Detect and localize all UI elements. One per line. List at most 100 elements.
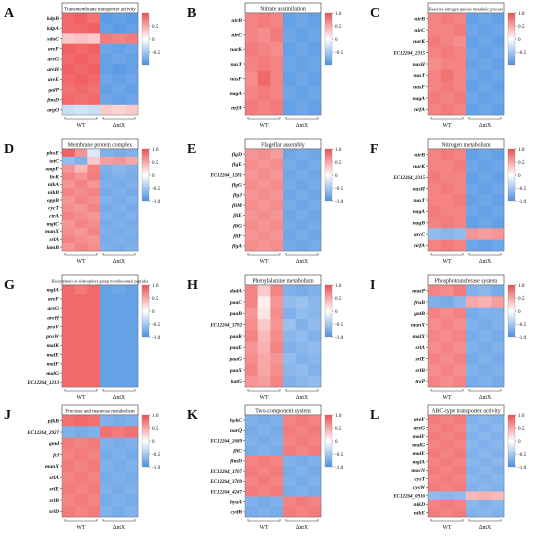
heatmap-cell <box>245 486 258 497</box>
row-label: paaC <box>229 300 242 306</box>
heatmap-cell <box>283 455 296 467</box>
row-label: hybC <box>230 418 242 424</box>
heatmap-cell <box>87 196 101 205</box>
heatmap-cell <box>257 240 271 252</box>
heatmap-cell <box>125 294 139 304</box>
row-label: manX <box>45 464 59 470</box>
colorbar <box>507 12 516 66</box>
heatmap-cell <box>74 471 88 484</box>
panel-k: K Two-component system hybC narQ EC12264_268… <box>187 404 344 531</box>
heatmap-cell <box>74 235 88 244</box>
heatmap-cell <box>428 92 441 104</box>
row-label: gmd <box>48 441 59 447</box>
heatmap-cell <box>491 194 505 206</box>
group-label: WT <box>76 259 85 265</box>
heatmap-cell <box>295 466 309 477</box>
heatmap-cell <box>440 81 454 93</box>
heatmap-cell <box>478 364 492 376</box>
panel-title: Membrane protein complex <box>68 143 132 149</box>
heatmap-cell <box>245 353 258 365</box>
heatmap-cell <box>257 159 271 170</box>
heatmap-cell <box>87 53 101 65</box>
heatmap-cell <box>440 217 454 229</box>
row-label: nirB <box>414 152 425 158</box>
heatmap-cell <box>257 445 271 457</box>
colorbar-tick-label: -0.5 <box>335 322 344 328</box>
heatmap-cell <box>100 494 113 506</box>
heatmap-cell <box>295 364 309 376</box>
heatmap-cell <box>74 494 88 506</box>
heatmap-cell <box>478 457 492 467</box>
heatmap-cell <box>440 103 454 116</box>
heatmap-cell <box>308 149 322 160</box>
heatmap-cell <box>257 56 271 72</box>
heatmap-cell <box>428 81 441 93</box>
heatmap-cell <box>428 319 441 331</box>
colorbar-tick-label: -1.0 <box>518 335 527 341</box>
heatmap-cell <box>453 92 467 104</box>
colorbar-tick-label: 0 <box>152 37 155 43</box>
heatmap-cell <box>112 377 126 388</box>
heatmap-frame <box>244 148 322 252</box>
heatmap-cell <box>257 42 271 58</box>
heatmap-cell <box>295 27 309 43</box>
heatmap-cell <box>125 437 139 450</box>
heatmap-cell <box>62 43 75 55</box>
row-label: nrfA <box>414 243 425 249</box>
heatmap-cell <box>428 375 441 388</box>
row-label: flgG <box>232 183 242 189</box>
heatmap-cell <box>112 188 126 197</box>
heatmap-cell <box>428 24 441 36</box>
panel-g: G Biosynthesis of siderophore group nonri… <box>4 274 161 401</box>
heatmap-cell <box>453 466 467 475</box>
heatmap-cell <box>87 164 101 173</box>
heatmap-cell <box>125 359 139 369</box>
heatmap-cell <box>283 307 296 320</box>
heatmap-cell <box>245 296 258 308</box>
heatmap-cell <box>257 506 271 518</box>
heatmap-cell <box>308 506 322 518</box>
heatmap-cell <box>74 74 88 85</box>
group-bracket <box>102 117 136 120</box>
heatmap-cell <box>270 375 284 388</box>
colorbar-tick-label: -1.0 <box>518 465 527 471</box>
panel-title: Flagellar assembly <box>261 143 305 149</box>
row-label: narQ <box>230 428 242 434</box>
row-label: cysT <box>414 477 425 483</box>
heatmap-cell <box>428 423 441 433</box>
heatmap-cell <box>283 445 296 457</box>
row-label: EC12264_2315 <box>392 51 425 56</box>
colorbar-tick-label: 1.0 <box>335 147 342 153</box>
heatmap-cell <box>125 94 139 106</box>
heatmap-cell <box>466 432 479 441</box>
heatmap-cell <box>453 13 467 25</box>
heatmap-cell <box>453 205 467 218</box>
group-label: ΔntX <box>479 259 492 265</box>
heatmap-cell <box>245 71 258 87</box>
heatmap-cell <box>100 437 113 450</box>
heatmap-cell <box>100 180 113 189</box>
heatmap-cell <box>125 243 139 252</box>
heatmap-cell <box>440 364 454 376</box>
heatmap-cell <box>62 219 75 228</box>
heatmap-cell <box>125 426 139 438</box>
heatmap-cell <box>466 474 479 484</box>
row-label: tatC <box>49 159 59 165</box>
colorbar-tick-label: 0 <box>335 37 338 43</box>
group-label: WT <box>442 525 451 531</box>
heatmap-cell <box>245 319 258 331</box>
heatmap-cell <box>295 506 309 518</box>
heatmap-cell <box>308 330 322 342</box>
heatmap-cell <box>308 230 322 242</box>
heatmap-cell <box>440 375 454 388</box>
heatmap-cell <box>245 240 258 252</box>
heatmap-cell <box>478 474 492 484</box>
panel-h: H Phenylalanine metabolism dadA paaC paaB EC1… <box>187 274 344 401</box>
row-label: fliE <box>233 213 242 219</box>
heatmap-cell <box>466 47 479 59</box>
heatmap-cell <box>478 508 492 518</box>
row-label: nikD <box>413 502 425 508</box>
heatmap-cell <box>283 159 296 170</box>
heatmap-cell <box>453 440 467 450</box>
heatmap-cell <box>440 466 454 475</box>
